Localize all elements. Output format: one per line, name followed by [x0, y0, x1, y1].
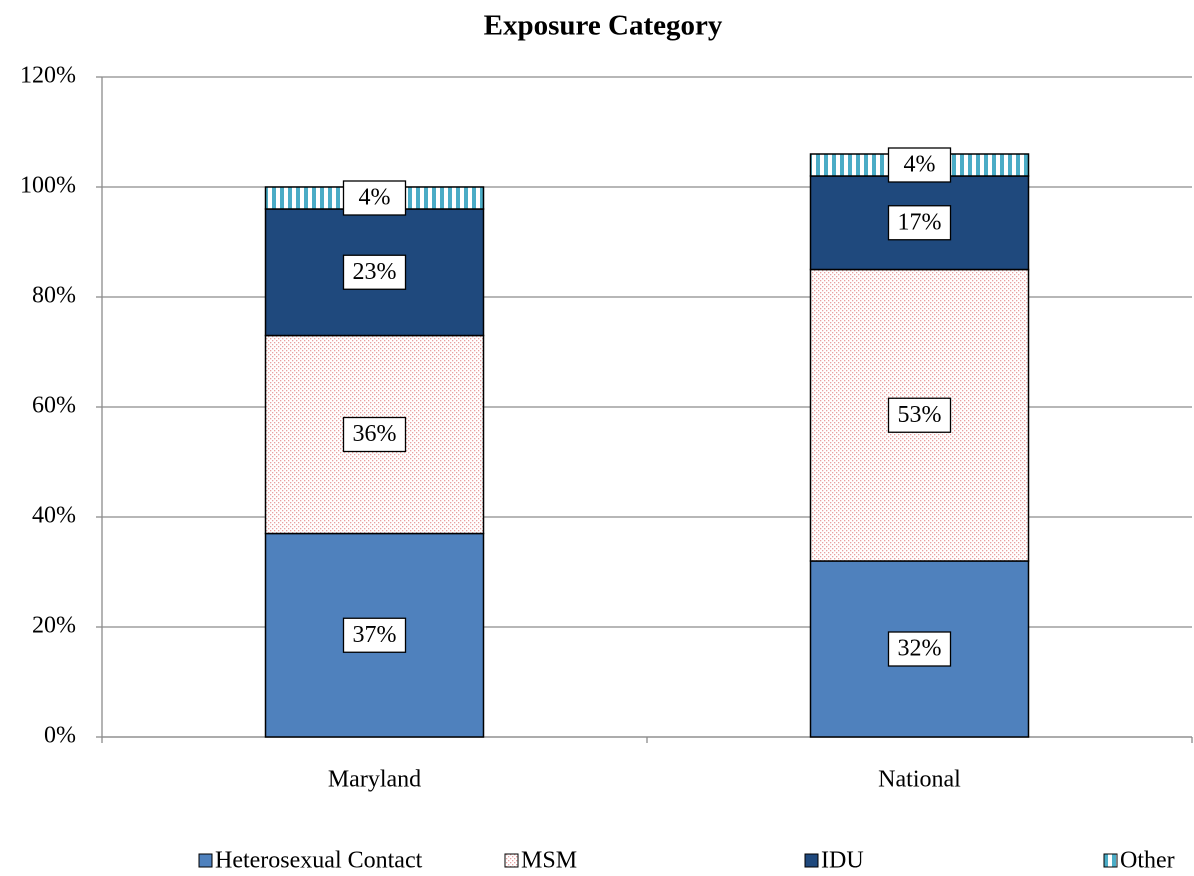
data-label-box — [342, 180, 407, 216]
data-label-box — [342, 254, 407, 290]
y-tick-label: 120% — [20, 63, 76, 89]
data-label: 17% — [898, 209, 942, 235]
data-label-box — [342, 617, 407, 653]
legend-label: Other — [1120, 848, 1175, 874]
chart-title: Exposure Category — [484, 10, 723, 42]
legend-swatch — [198, 853, 213, 868]
data-label: 36% — [353, 421, 397, 447]
data-label: 4% — [904, 152, 936, 178]
data-label: 32% — [898, 636, 942, 662]
x-tick-label: National — [878, 767, 961, 793]
data-label: 53% — [898, 402, 942, 428]
y-tick-label: 100% — [20, 173, 76, 199]
legend-label: MSM — [521, 848, 577, 874]
legend-swatch — [804, 853, 819, 868]
data-label-box — [887, 205, 952, 241]
data-label-box — [887, 397, 952, 433]
y-tick-label: 0% — [44, 723, 76, 749]
legend-swatch — [504, 853, 519, 868]
data-label: 37% — [353, 622, 397, 648]
legend-label: Heterosexual Contact — [215, 848, 423, 874]
y-tick-label: 60% — [32, 393, 76, 419]
y-tick-label: 80% — [32, 283, 76, 309]
data-label: 4% — [359, 185, 391, 211]
legend-label: IDU — [821, 848, 864, 874]
y-tick-label: 40% — [32, 503, 76, 529]
x-tick-label: Maryland — [328, 767, 421, 793]
data-label-box — [887, 147, 952, 183]
data-label: 23% — [353, 259, 397, 285]
y-tick-label: 20% — [32, 613, 76, 639]
data-label-box — [342, 416, 407, 453]
legend-swatch — [1103, 853, 1118, 868]
data-label-box — [887, 631, 952, 667]
